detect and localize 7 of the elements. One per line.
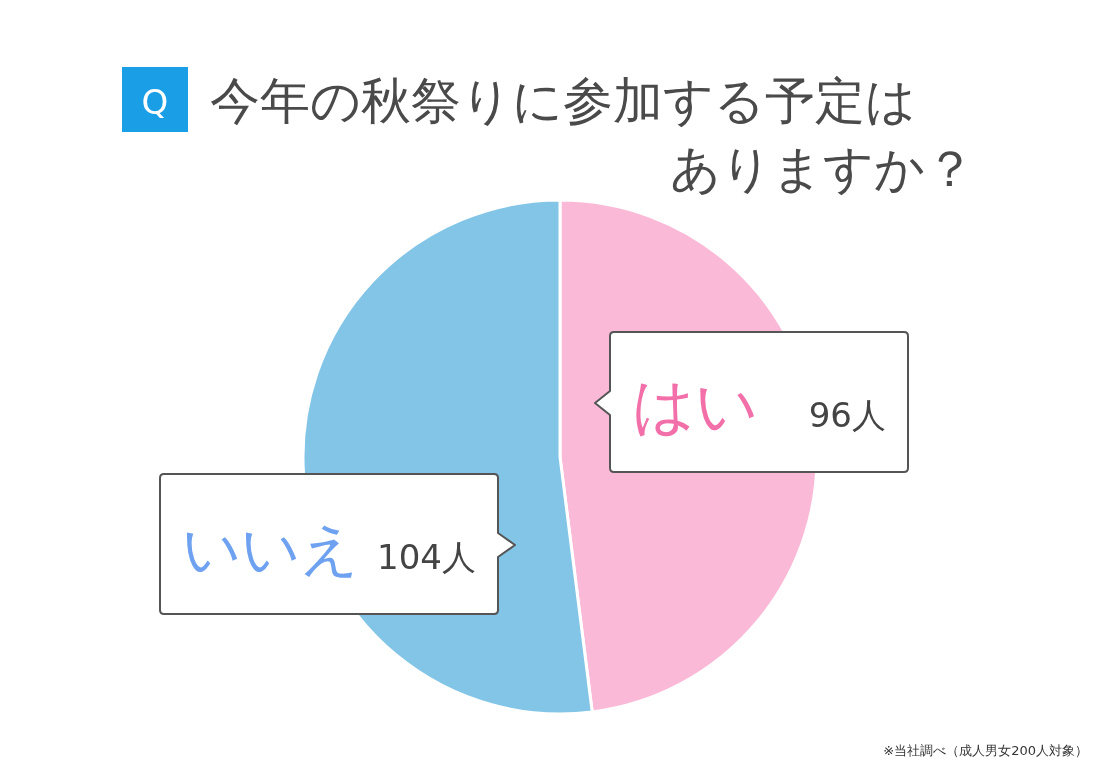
chart-title: 今年の秋祭りに参加する予定はありますか？: [210, 72, 975, 198]
data-label: 96人: [808, 395, 886, 435]
text: Q: [141, 82, 169, 122]
slice-label: はい: [632, 369, 758, 442]
data-label: 104人: [377, 537, 476, 577]
slice-label: いいえ: [182, 515, 359, 583]
text: ※当社調べ（成人男女200人対象）: [883, 743, 1088, 758]
